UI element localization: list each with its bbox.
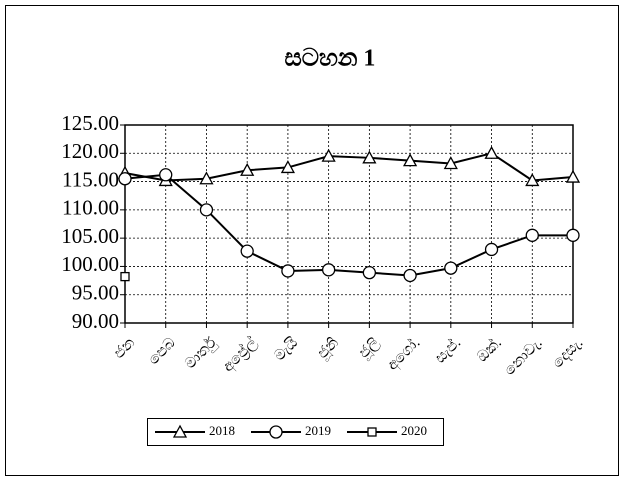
data-point xyxy=(280,160,296,174)
y-tick-label: 100.00 xyxy=(61,252,119,276)
y-tick-label: 105.00 xyxy=(61,224,119,248)
legend-label: 2020 xyxy=(401,423,427,438)
plot-area xyxy=(125,125,573,323)
data-point xyxy=(362,266,377,280)
y-tick-label: 110.00 xyxy=(62,196,119,220)
y-tick-label: 90.00 xyxy=(72,309,119,333)
data-point xyxy=(118,172,132,186)
legend-label: 2019 xyxy=(305,423,331,438)
data-point xyxy=(281,264,295,278)
data-point xyxy=(159,168,173,182)
y-tick-label: 125.00 xyxy=(61,111,119,135)
data-point xyxy=(525,173,540,187)
data-point xyxy=(565,169,581,183)
series-line xyxy=(124,152,574,182)
legend-marker xyxy=(172,424,188,438)
data-point xyxy=(566,228,580,242)
legend-marker xyxy=(269,425,283,439)
data-point xyxy=(120,271,130,282)
data-point xyxy=(525,228,539,242)
data-point xyxy=(199,203,214,217)
data-point xyxy=(321,263,336,277)
y-tick-label: 95.00 xyxy=(72,281,119,305)
data-point xyxy=(199,171,214,185)
data-point xyxy=(444,261,458,275)
series-line xyxy=(124,173,573,277)
data-point xyxy=(362,150,377,164)
data-point xyxy=(403,268,417,283)
data-point xyxy=(443,156,458,170)
chart-title: සටහන 1 xyxy=(285,46,376,72)
data-point xyxy=(321,148,336,162)
data-point xyxy=(402,153,418,167)
legend-label: 2018 xyxy=(209,423,235,438)
legend-marker xyxy=(367,427,377,437)
y-tick-label: 115.00 xyxy=(62,167,119,191)
data-point xyxy=(484,145,499,159)
data-point xyxy=(240,244,254,258)
data-point xyxy=(240,162,255,176)
y-tick-label: 120.00 xyxy=(61,139,119,163)
data-point xyxy=(484,242,499,257)
plot-frame xyxy=(124,124,574,324)
legend: 2018 2019 2020 xyxy=(147,418,444,446)
